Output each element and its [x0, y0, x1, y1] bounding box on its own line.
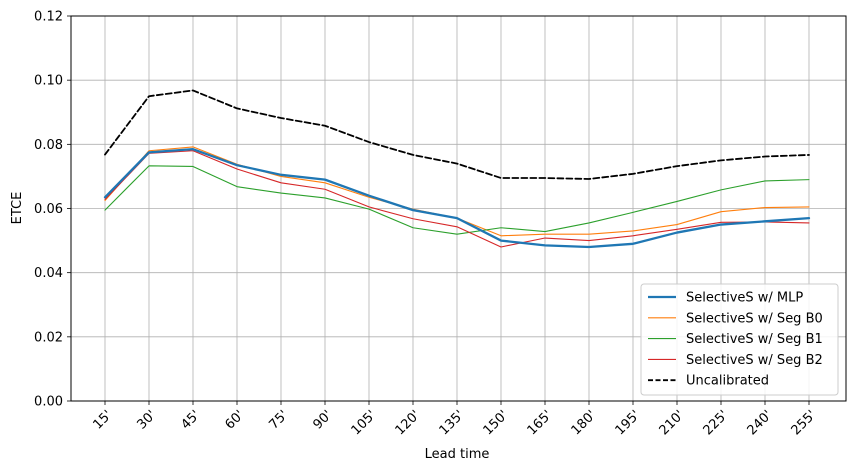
series-lines — [103, 89, 811, 249]
series-line-selectives-w-seg-b1 — [104, 165, 810, 235]
series-line-uncalibrated — [104, 89, 810, 180]
y-axis-title: ETCE — [10, 192, 25, 225]
y-tick-label: 0.02 — [34, 330, 63, 345]
x-tick-label: 120' — [393, 408, 424, 439]
legend: SelectiveS w/ MLP SelectiveS w/ Seg B0 Sel… — [640, 283, 839, 396]
x-tick-label: 60' — [222, 408, 247, 433]
x-tick-label: 240' — [745, 408, 776, 439]
x-tick-label: 195' — [613, 408, 644, 439]
legend-label: SelectiveS w/ Seg B2 — [686, 353, 823, 368]
y-tick-label: 0.06 — [34, 202, 63, 217]
x-tick-label: 90' — [310, 408, 335, 433]
y-tick-label: 0.10 — [34, 74, 63, 89]
x-tick-label: 45' — [178, 408, 203, 433]
y-tick-label: 0.12 — [34, 10, 63, 25]
legend-label: SelectiveS w/ Seg B1 — [686, 332, 823, 347]
y-tick-label: 0.00 — [34, 395, 63, 410]
legend-label: SelectiveS w/ MLP — [686, 291, 803, 306]
legend-label: SelectiveS w/ Seg B0 — [686, 311, 823, 326]
x-tick-label: 75' — [266, 408, 291, 433]
series-line-selectives-w-mlp — [103, 147, 811, 249]
x-tick-label: 165' — [525, 408, 556, 439]
x-tick-label: 210' — [657, 408, 688, 439]
x-tick-label: 255' — [789, 408, 820, 439]
x-tick-label: 135' — [437, 408, 468, 439]
x-axis-title: Lead time — [425, 447, 490, 462]
x-tick-label: 225' — [701, 408, 732, 439]
legend-label: Uncalibrated — [686, 374, 769, 389]
x-tick-label: 30' — [134, 408, 159, 433]
series-line-selectives-w-seg-b2 — [104, 150, 810, 248]
y-tick-label: 0.04 — [34, 266, 63, 281]
x-tick-label: 150' — [481, 408, 512, 439]
x-tick-label: 15' — [90, 408, 115, 433]
legend-box — [640, 283, 839, 396]
y-tick-label: 0.08 — [34, 138, 63, 153]
x-tick-label: 105' — [349, 408, 380, 439]
x-tick-label: 180' — [569, 408, 600, 439]
